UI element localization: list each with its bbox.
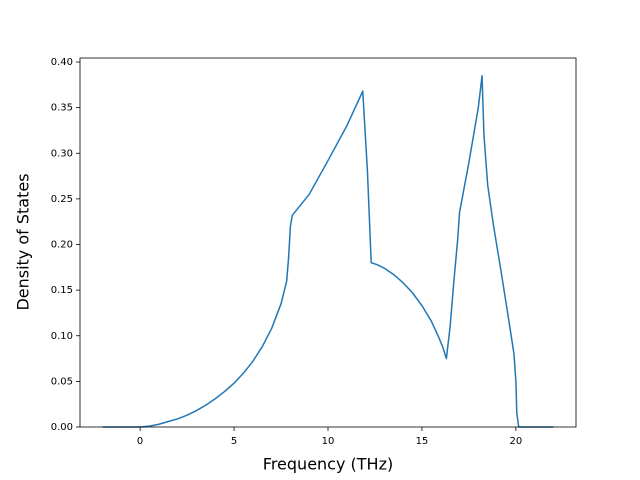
y-axis-title: Density of States	[14, 173, 33, 310]
data-line	[102, 74, 554, 428]
y-tick-label: 0.35	[51, 103, 73, 114]
x-tick-label: 0	[137, 436, 143, 447]
plot-frame	[79, 57, 577, 428]
x-tick-label: 20	[510, 436, 523, 447]
y-tick-label: 0.00	[51, 422, 73, 433]
y-tick-label: 0.10	[51, 331, 73, 342]
y-tick-label: 0.25	[51, 194, 73, 205]
x-tick-label: 5	[231, 436, 237, 447]
x-tick-label: 10	[322, 436, 335, 447]
x-tick-label: 15	[416, 436, 429, 447]
x-axis-title: Frequency (THz)	[263, 455, 393, 474]
y-tick-label: 0.40	[51, 57, 73, 68]
y-tick-label: 0.20	[51, 240, 73, 251]
y-tick-label: 0.15	[51, 285, 73, 296]
y-tick-label: 0.30	[51, 148, 73, 159]
y-tick-label: 0.05	[51, 376, 73, 387]
